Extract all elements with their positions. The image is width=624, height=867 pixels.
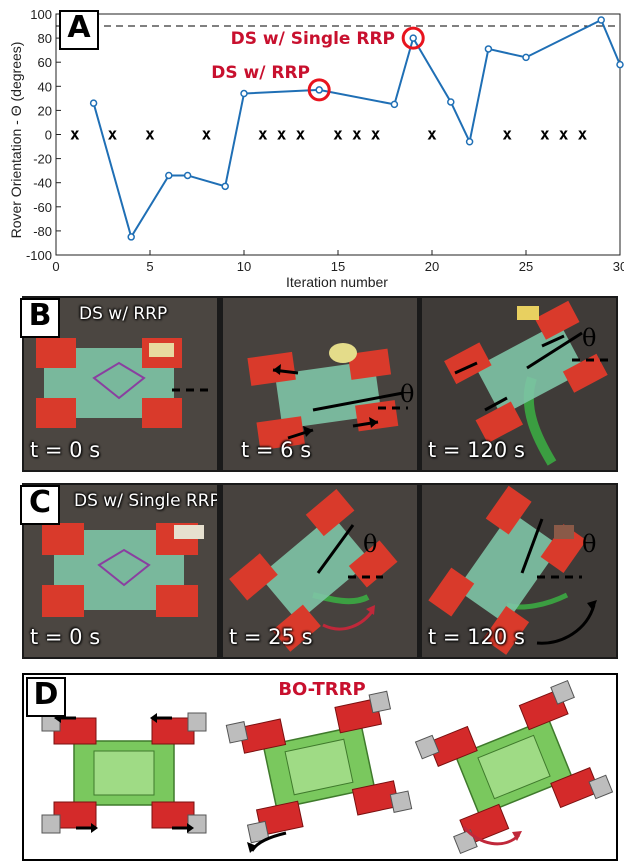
data-point bbox=[165, 171, 173, 180]
theta-symbol-c2: θ bbox=[363, 530, 377, 558]
data-point bbox=[315, 86, 323, 94]
x-tick-label: 25 bbox=[519, 259, 533, 274]
data-point bbox=[409, 34, 417, 42]
panel-a: -100 -80 -60 -40 -20 0 20 40 60 80 100 0 5 10 15 20 25 30… bbox=[0, 0, 624, 290]
data-point bbox=[183, 171, 192, 180]
orientation-chart: -100 -80 -60 -40 -20 0 20 40 60 80 100 0 5 10 15 20 25 30… bbox=[8, 7, 624, 290]
panel-b-frame-1: DS w/ RRP t = 0 s bbox=[24, 298, 217, 470]
data-point bbox=[597, 16, 605, 24]
panel-b-time-1: t = 0 s bbox=[30, 438, 101, 462]
x-tick-label: 20 bbox=[425, 259, 439, 274]
x-tick-label: 10 bbox=[237, 259, 251, 274]
panel-b: DS w/ RRP t = 0 s θ t = 6 s bbox=[20, 296, 618, 472]
data-point bbox=[221, 182, 229, 191]
x-marker: x bbox=[578, 125, 588, 144]
data-point bbox=[127, 233, 135, 241]
panel-c-caption: DS w/ Single RRP bbox=[74, 491, 217, 511]
y-tick-label: -80 bbox=[33, 224, 52, 239]
data-point bbox=[240, 89, 248, 98]
data-point bbox=[447, 98, 455, 106]
data-point bbox=[465, 137, 474, 146]
y-tick-label: -20 bbox=[33, 152, 52, 167]
data-point bbox=[484, 45, 493, 53]
panel-c-frame-3: θ t = 120 s bbox=[422, 485, 616, 657]
highlight-circle bbox=[401, 26, 425, 50]
panel-label-a: A bbox=[59, 10, 99, 50]
panel-c-time-3: t = 120 s bbox=[428, 625, 525, 649]
y-axis-label: Rover Orientation - Θ (degrees) bbox=[8, 42, 24, 239]
panel-b-frame-2: θ t = 6 s bbox=[223, 298, 417, 470]
x-marker: x bbox=[258, 125, 268, 144]
x-marker: x bbox=[145, 125, 155, 144]
x-marker: x bbox=[296, 125, 306, 144]
panel-label-d: D bbox=[26, 677, 66, 717]
y-tick-label: 40 bbox=[38, 79, 52, 94]
y-tick-label: -100 bbox=[26, 248, 52, 263]
y-tick-label: 60 bbox=[38, 55, 52, 70]
panel-c: DS w/ Single RRP t = 0 s θ t = 25 s bbox=[20, 483, 618, 659]
x-marker: x bbox=[502, 125, 512, 144]
x-marker: x bbox=[540, 125, 550, 144]
theta-symbol-b3: θ bbox=[582, 324, 596, 352]
panel-b-frame-3: θ t = 120 s bbox=[422, 298, 616, 470]
x-marker: x bbox=[559, 125, 569, 144]
annotation-rrp: DS w/ RRP bbox=[211, 63, 310, 83]
x-marker: x bbox=[108, 125, 118, 144]
y-tick-label: -40 bbox=[33, 176, 52, 191]
data-point bbox=[616, 60, 624, 69]
x-marker: x bbox=[352, 125, 362, 144]
panel-label-b: B bbox=[20, 298, 60, 338]
data-point bbox=[390, 100, 399, 109]
y-tick-label: 80 bbox=[38, 31, 52, 46]
panel-c-frame-2: θ t = 25 s bbox=[223, 485, 417, 657]
y-tick-label: 100 bbox=[30, 7, 52, 22]
x-marker: x bbox=[70, 125, 80, 144]
x-marker: x bbox=[277, 125, 287, 144]
x-tick-label: 0 bbox=[52, 259, 59, 274]
y-tick-label: 0 bbox=[45, 128, 52, 143]
panel-b-time-3: t = 120 s bbox=[428, 438, 525, 462]
panel-c-time-2: t = 25 s bbox=[229, 625, 313, 649]
x-marker: x bbox=[202, 125, 212, 144]
panel-c-time-1: t = 0 s bbox=[30, 625, 101, 649]
panel-d: BO-TRRP D bbox=[22, 673, 618, 861]
panel-label-c: C bbox=[20, 485, 60, 525]
panel-c-frame-1: DS w/ Single RRP t = 0 s bbox=[24, 485, 217, 657]
panel-d-title: BO-TRRP bbox=[278, 679, 365, 700]
theta-symbol-b2: θ bbox=[400, 380, 414, 408]
data-point bbox=[522, 53, 530, 62]
annotation-single-rrp: DS w/ Single RRP bbox=[231, 29, 395, 49]
x-marker: x bbox=[333, 125, 343, 144]
y-tick-label: 20 bbox=[38, 103, 52, 118]
data-point bbox=[89, 99, 98, 107]
panel-b-time-2: t = 6 s bbox=[241, 438, 312, 462]
x-marker: x bbox=[427, 125, 437, 144]
highlight-circle bbox=[307, 78, 331, 102]
theta-symbol-c3: θ bbox=[582, 530, 596, 558]
panel-b-caption: DS w/ RRP bbox=[79, 304, 168, 324]
y-tick-label: -60 bbox=[33, 200, 52, 215]
x-axis-label: Iteration number bbox=[286, 274, 388, 290]
x-tick-label: 5 bbox=[146, 259, 153, 274]
x-marker: x bbox=[371, 125, 381, 144]
x-tick-label: 15 bbox=[331, 259, 345, 274]
x-tick-label: 30 bbox=[613, 259, 624, 274]
